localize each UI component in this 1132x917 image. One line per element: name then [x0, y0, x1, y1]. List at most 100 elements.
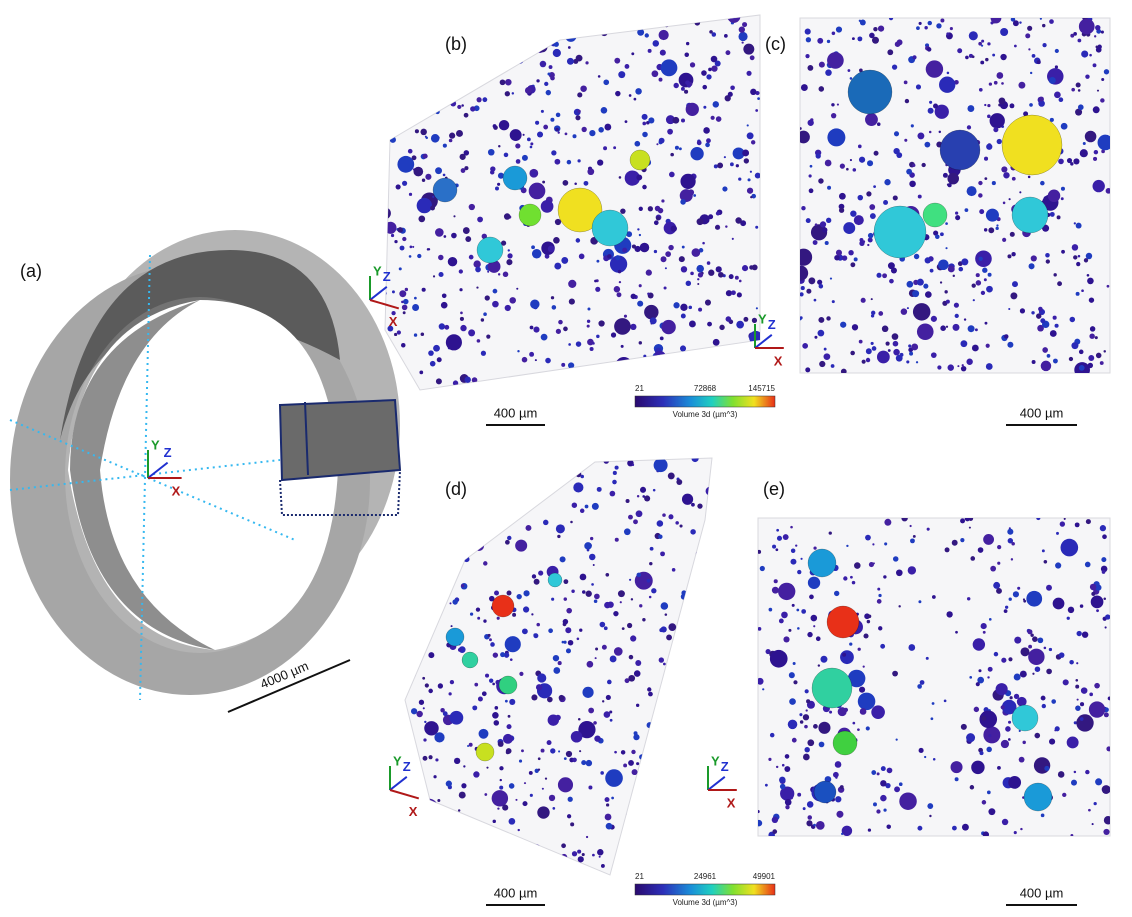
pore [1020, 308, 1025, 313]
pore [555, 128, 558, 131]
pore [654, 220, 659, 225]
pore [632, 244, 636, 248]
pore [620, 208, 625, 213]
pore [716, 116, 722, 122]
pore [487, 271, 489, 273]
pore [495, 187, 499, 191]
pore [988, 734, 991, 737]
pore [604, 602, 610, 608]
pore [1094, 683, 1100, 689]
pore [1032, 673, 1034, 675]
pore [604, 711, 611, 718]
pore [614, 286, 620, 292]
pore [639, 207, 643, 211]
pore [940, 232, 944, 236]
pore [696, 265, 704, 273]
pore [425, 73, 428, 76]
pore [950, 27, 953, 30]
pore [580, 509, 585, 514]
pore [814, 299, 817, 302]
pore [430, 458, 433, 461]
pore [877, 122, 881, 126]
pore [1001, 705, 1005, 709]
pore [785, 799, 792, 806]
pore [659, 796, 666, 803]
pore [1031, 255, 1037, 261]
pore [1101, 78, 1104, 81]
pore [516, 288, 518, 290]
pore [419, 607, 425, 613]
pore [571, 379, 575, 383]
pore [547, 73, 550, 76]
pore [615, 466, 619, 470]
pore [668, 623, 676, 631]
pore [429, 755, 433, 759]
pore [656, 707, 661, 712]
pore [585, 61, 588, 64]
pore [472, 59, 476, 63]
pore [806, 289, 811, 294]
pore [1004, 609, 1008, 613]
pore [910, 525, 912, 527]
pore [438, 683, 443, 688]
pore [1036, 516, 1040, 520]
pore [960, 340, 967, 347]
pore [1020, 828, 1022, 830]
pore [590, 347, 594, 351]
pore [931, 717, 934, 720]
pore [877, 599, 882, 604]
colorbar-title: Volume 3d (µm^3) [673, 898, 738, 907]
pore [561, 363, 565, 367]
pore [1088, 809, 1091, 812]
pore [465, 377, 471, 383]
pore [490, 642, 495, 647]
pore [486, 767, 488, 769]
pore [948, 364, 954, 370]
pore [709, 690, 713, 694]
pore [836, 26, 842, 32]
pore [940, 18, 944, 22]
pore [922, 163, 926, 167]
pore [645, 752, 651, 758]
pore [444, 305, 446, 307]
pore [422, 677, 425, 680]
pore [801, 609, 806, 614]
pore [750, 196, 752, 198]
pore [685, 729, 689, 733]
pore [834, 255, 840, 261]
pore [1093, 157, 1097, 161]
pore [422, 179, 425, 182]
pore [898, 605, 900, 607]
pore [606, 803, 609, 806]
pore [818, 664, 820, 666]
pore [697, 350, 707, 360]
pore [585, 505, 589, 509]
pore [913, 535, 916, 538]
pore [854, 215, 864, 225]
pore [852, 722, 855, 725]
pore [589, 554, 596, 561]
axis-z [708, 777, 725, 790]
pore [1013, 20, 1019, 26]
pore [1079, 19, 1095, 35]
pore [588, 786, 592, 790]
pore [1044, 766, 1049, 771]
pore [598, 75, 601, 78]
pore [800, 720, 804, 724]
pore [613, 611, 618, 616]
pore [551, 598, 554, 601]
pore [382, 74, 392, 84]
pore [473, 260, 480, 267]
pore [632, 769, 638, 775]
axis-z-label: Z [768, 317, 776, 332]
pore [876, 809, 880, 813]
pore [515, 799, 517, 801]
pore [664, 674, 670, 680]
colorbar-tick-label: 21 [635, 384, 644, 393]
pore [656, 832, 661, 837]
pore [439, 272, 444, 277]
pore [597, 160, 603, 166]
pore [659, 30, 669, 40]
pore [537, 673, 546, 682]
pore [788, 629, 791, 632]
